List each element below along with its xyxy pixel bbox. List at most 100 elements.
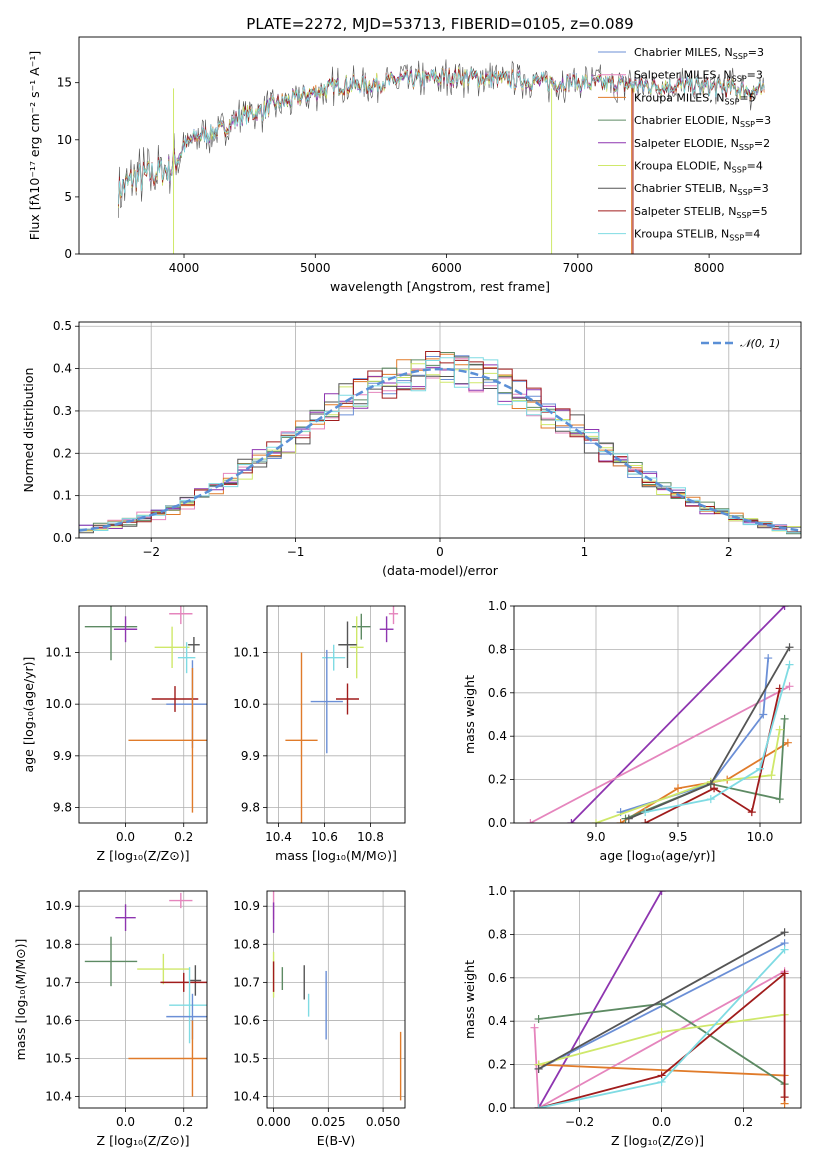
y-tick-label: 9.8 [241, 801, 260, 815]
y-tick-label: 0.4 [53, 362, 72, 376]
y-tick-label: 0.8 [488, 642, 507, 656]
spectrum-line-kroupa-stelib [118, 68, 765, 205]
plot-area [530, 891, 789, 1108]
x-tick-label: 7000 [563, 261, 594, 275]
y-tick-label: 15 [57, 76, 72, 90]
y-tick-label: 0 [64, 247, 72, 261]
y-tick-label: 0.6 [488, 971, 507, 985]
weight-line-c7 [628, 646, 791, 820]
weight-marker [641, 808, 650, 817]
x-tick-label: 0.2 [174, 1115, 193, 1129]
x-tick-label: 10.8 [357, 830, 384, 844]
y-tick-label: 0.4 [488, 1014, 507, 1028]
x-tick-label: 6000 [431, 261, 462, 275]
x-tick-label: 0.0 [116, 1115, 135, 1129]
x-axis-label: age [log₁₀(age/yr)] [600, 848, 716, 863]
y-tick-label: 0.0 [53, 531, 72, 545]
x-tick-label: 10.4 [265, 830, 292, 844]
x-tick-label: 0.050 [366, 1115, 400, 1129]
y-axis-label: mass [log₁₀(M/M⊙)] [13, 939, 28, 1061]
y-tick-label: 10.6 [233, 1013, 260, 1027]
y-tick-label: 5 [64, 190, 72, 204]
weight-line-c6 [595, 729, 781, 823]
plot-area [272, 891, 402, 1101]
x-axis-label: mass [log₁₀(M/M⊙)] [275, 848, 397, 863]
y-tick-label: 0.6 [488, 686, 507, 700]
y-tick-label: 9.9 [241, 749, 260, 763]
axes-frame [266, 605, 406, 824]
y-tick-label: 10 [57, 133, 72, 147]
axes-frame [266, 890, 406, 1109]
weight-marker [624, 814, 633, 823]
weight-marker [674, 784, 682, 793]
weight-marker [641, 819, 650, 823]
weight-marker [534, 1015, 543, 1024]
y-tick-label: 10.6 [45, 1013, 72, 1027]
weight-marker [780, 714, 789, 723]
y-tick-label: 1.0 [488, 884, 507, 898]
x-axis-label: Z [log₁₀(Z/Z⊙)] [97, 848, 190, 863]
y-tick-label: 10.0 [45, 697, 72, 711]
weight-line-c8 [538, 971, 786, 1108]
legend-label: Chabrier STELIB, NSSP=3 [634, 182, 769, 197]
x-tick-label: −0.2 [565, 1115, 594, 1129]
legend-label: 𝒩(0, 1) [740, 337, 780, 350]
y-tick-label: 9.9 [53, 749, 72, 763]
hist-step-c7 [79, 356, 801, 534]
plot-area [84, 892, 207, 1097]
y-axis-label: mass weight [462, 675, 477, 754]
plot-area [526, 606, 794, 823]
y-tick-label: 0.2 [53, 446, 72, 460]
weight-marker [616, 819, 625, 823]
y-tick-label: 10.9 [45, 899, 72, 913]
x-axis-label: E(B-V) [317, 1133, 356, 1148]
weight-marker [764, 654, 773, 663]
axes-frame [513, 890, 802, 1109]
y-axis-label: Flux [fλ10⁻¹⁷ erg cm⁻² s⁻¹ A⁻¹] [27, 51, 42, 240]
weight-marker [657, 1077, 666, 1086]
x-tick-label: 4000 [169, 261, 200, 275]
y-tick-label: 10.8 [233, 937, 260, 951]
x-axis-label: Z [log₁₀(Z/Z⊙)] [97, 1133, 190, 1148]
plot-area [285, 606, 399, 823]
legend-label: Kroupa STELIB, NSSP=4 [634, 228, 760, 243]
weight-marker [526, 819, 535, 823]
weight-marker [530, 1023, 539, 1032]
weight-marker [780, 1093, 789, 1102]
x-tick-label: 0.000 [256, 1115, 290, 1129]
weight-marker [785, 682, 794, 691]
x-tick-label: −1 [287, 545, 305, 559]
weight-line-c2 [529, 685, 790, 823]
y-tick-label: 0.4 [488, 729, 507, 743]
weight-marker [767, 771, 776, 780]
panel-weight_Z: −0.2 0.0 0.2 0.0 0.2 0.4 0.6 0.8 1.0 Z [log₁₀(Z/Z… [462, 884, 802, 1148]
y-tick-label: 0.0 [488, 816, 507, 830]
x-tick-label: 1 [581, 545, 589, 559]
plot-area [118, 59, 765, 254]
weight-marker [567, 819, 576, 823]
y-tick-label: 0.5 [53, 319, 72, 333]
y-axis-label: mass weight [462, 960, 477, 1039]
y-tick-label: 10.7 [233, 975, 260, 989]
y-tick-label: 10.4 [233, 1090, 260, 1104]
x-tick-label: 5000 [300, 261, 331, 275]
legend-label: Salpeter MILES, NSSP=3 [634, 69, 763, 84]
y-tick-label: 10.0 [233, 697, 260, 711]
weight-marker [780, 928, 789, 937]
weight-marker [785, 643, 794, 652]
panel-hist: −2 −1 0 1 2 0.0 0.1 0.2 0.3 0.4 0.5 (data-model)/er… [21, 319, 802, 578]
figure-title: PLATE=2272, MJD=53713, FIBERID=0105, z=0… [246, 15, 633, 33]
y-tick-label: 0.1 [53, 489, 72, 503]
legend-label: Salpeter ELODIE, NSSP=2 [634, 137, 770, 152]
weight-marker [657, 891, 666, 895]
x-tick-label: 0.0 [116, 830, 135, 844]
x-tick-label: 10.0 [747, 830, 774, 844]
plot-area [79, 351, 801, 535]
y-tick-label: 0.8 [488, 927, 507, 941]
y-tick-label: 10.5 [233, 1052, 260, 1066]
x-tick-label: 0.0 [652, 1115, 671, 1129]
legend-label: Chabrier MILES, NSSP=3 [634, 46, 764, 61]
y-tick-label: 10.5 [45, 1052, 72, 1066]
x-tick-label: 0.025 [311, 1115, 345, 1129]
